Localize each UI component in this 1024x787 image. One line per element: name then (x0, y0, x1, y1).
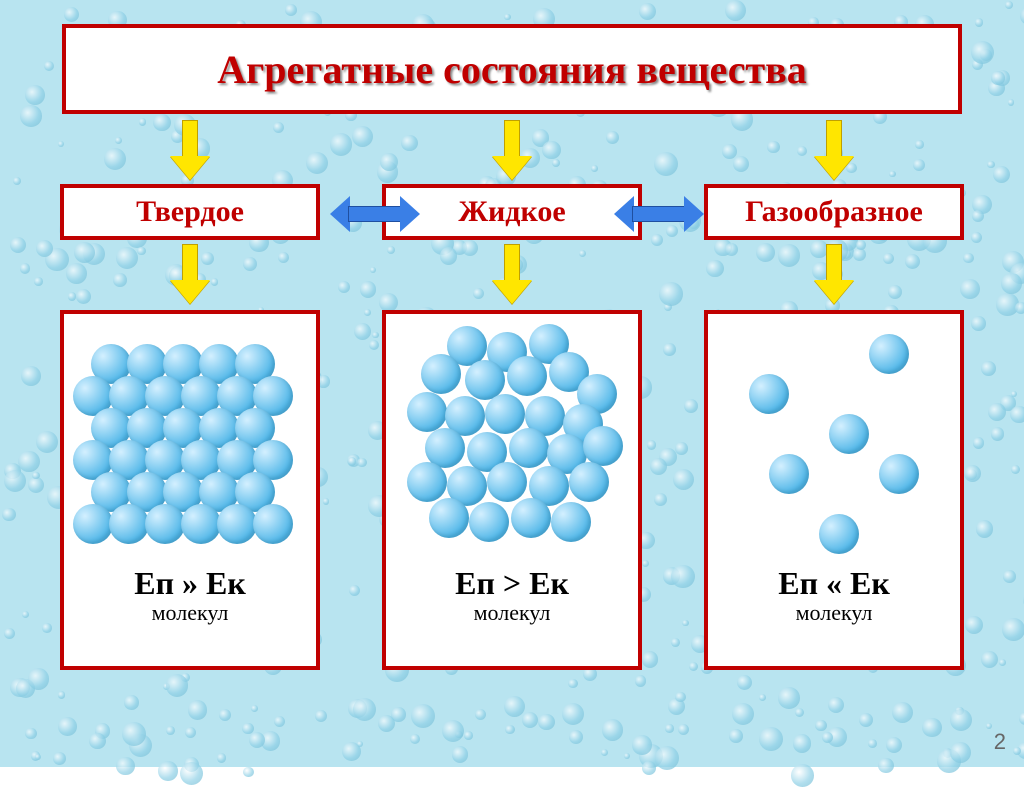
molecule (507, 356, 547, 396)
molecule (407, 462, 447, 502)
molecule (407, 392, 447, 432)
molecule (879, 454, 919, 494)
molecule (551, 502, 591, 542)
arrow-solid-to-diagram (170, 244, 210, 304)
states-row: Твердое Жидкое Газообразное (60, 184, 964, 240)
molecule (73, 504, 113, 544)
molecule (749, 374, 789, 414)
arrow-liquid-gas (614, 196, 704, 232)
molecule (569, 462, 609, 502)
caption-sub: молекул (134, 601, 246, 625)
state-gas: Газообразное (704, 184, 964, 240)
diagram-gas: Еп « Ек молекул (704, 310, 964, 670)
state-label: Жидкое (458, 195, 565, 229)
molecule (509, 428, 549, 468)
caption-sub: молекул (778, 601, 890, 625)
molecule-area (75, 324, 305, 554)
caption: Еп > Ек молекул (455, 566, 569, 625)
molecule (487, 462, 527, 502)
molecule (253, 504, 293, 544)
molecule (485, 394, 525, 434)
molecule (869, 334, 909, 374)
title-box: Агрегатные состояния вещества (62, 24, 962, 114)
molecule (109, 504, 149, 544)
caption: Еп « Ек молекул (778, 566, 890, 625)
caption: Еп » Ек молекул (134, 566, 246, 625)
molecule (469, 502, 509, 542)
molecule (583, 426, 623, 466)
state-label: Твердое (136, 195, 244, 229)
caption-sub: молекул (455, 601, 569, 625)
diagram-solid: Еп » Ек молекул (60, 310, 320, 670)
energy-relation: Еп « Ек (778, 566, 890, 601)
arrow-title-to-gas (814, 120, 854, 180)
arrow-solid-liquid (330, 196, 420, 232)
arrow-liquid-to-diagram (492, 244, 532, 304)
molecule (829, 414, 869, 454)
state-label: Газообразное (745, 195, 923, 229)
molecule (145, 504, 185, 544)
molecule (429, 498, 469, 538)
molecule-area (397, 324, 627, 554)
page-title: Агрегатные состояния вещества (217, 46, 806, 93)
molecule (511, 498, 551, 538)
molecule (217, 504, 257, 544)
state-solid: Твердое (60, 184, 320, 240)
molecule (421, 354, 461, 394)
arrow-title-to-liquid (492, 120, 532, 180)
diagram-liquid: Еп > Ек молекул (382, 310, 642, 670)
energy-relation: Еп » Ек (134, 566, 246, 601)
page-number: 2 (994, 729, 1006, 755)
energy-relation: Еп > Ек (455, 566, 569, 601)
illustrations-row: Еп » Ек молекул Еп > Ек молекул Еп « Ек … (60, 310, 964, 670)
molecule-area (719, 324, 949, 554)
molecule (819, 514, 859, 554)
arrow-title-to-solid (170, 120, 210, 180)
molecule (769, 454, 809, 494)
molecule (181, 504, 221, 544)
arrow-gas-to-diagram (814, 244, 854, 304)
state-liquid: Жидкое (382, 184, 642, 240)
